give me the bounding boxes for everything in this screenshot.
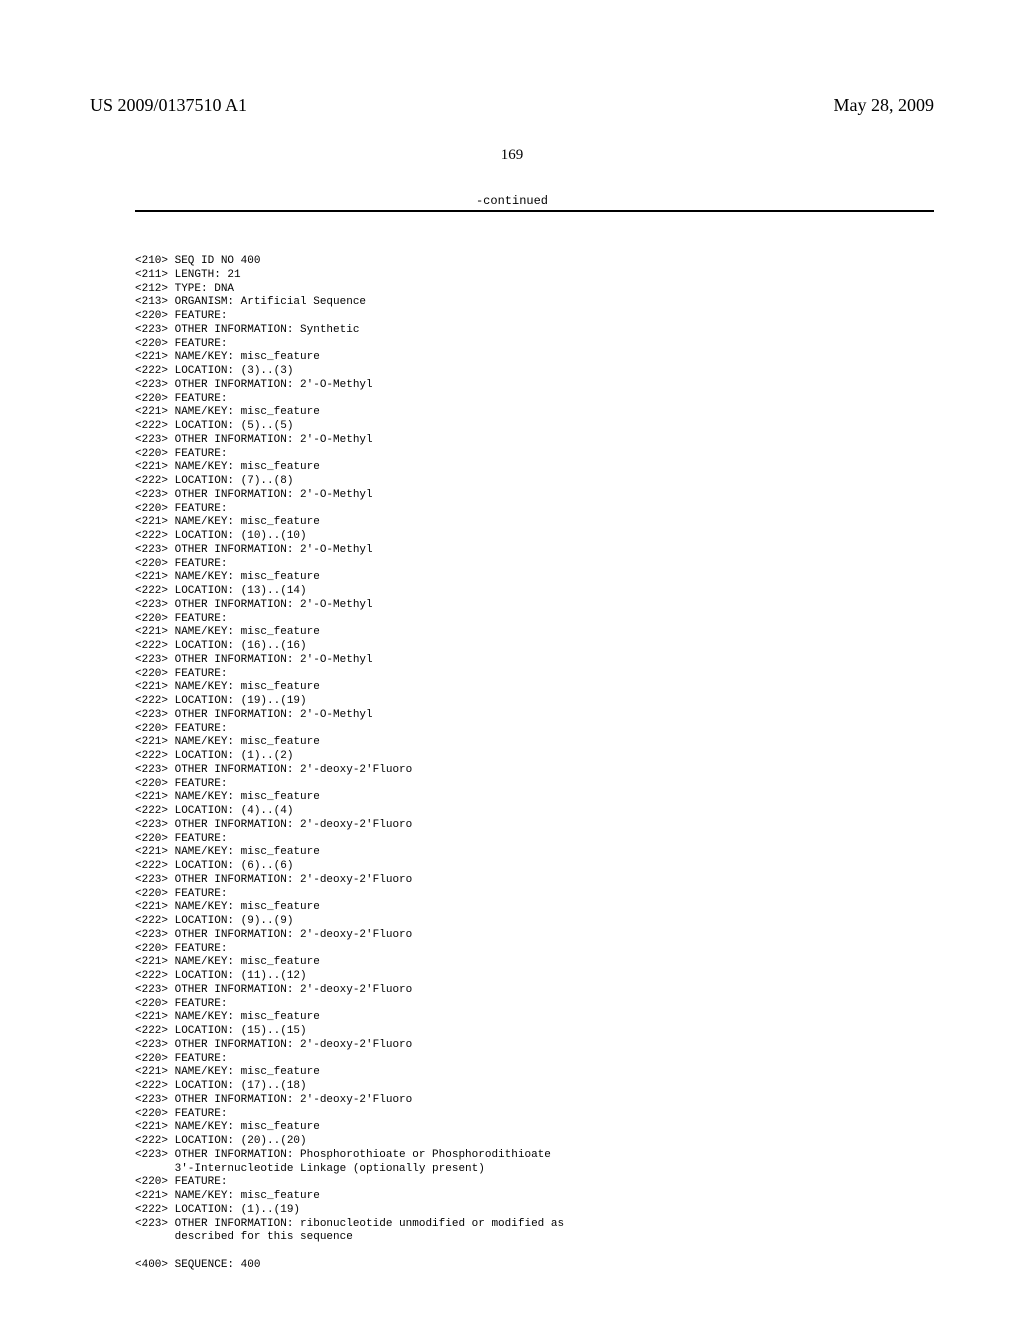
page-header: US 2009/0137510 A1 May 28, 2009 [0, 95, 1024, 116]
publication-date: May 28, 2009 [834, 95, 935, 116]
page-number: 169 [0, 147, 1024, 164]
publication-number: US 2009/0137510 A1 [90, 95, 247, 116]
sequence-listing: <210> SEQ ID NO 400 <211> LENGTH: 21 <21… [135, 255, 934, 1273]
continued-label: -continued [0, 194, 1024, 208]
horizontal-rule [135, 210, 934, 212]
